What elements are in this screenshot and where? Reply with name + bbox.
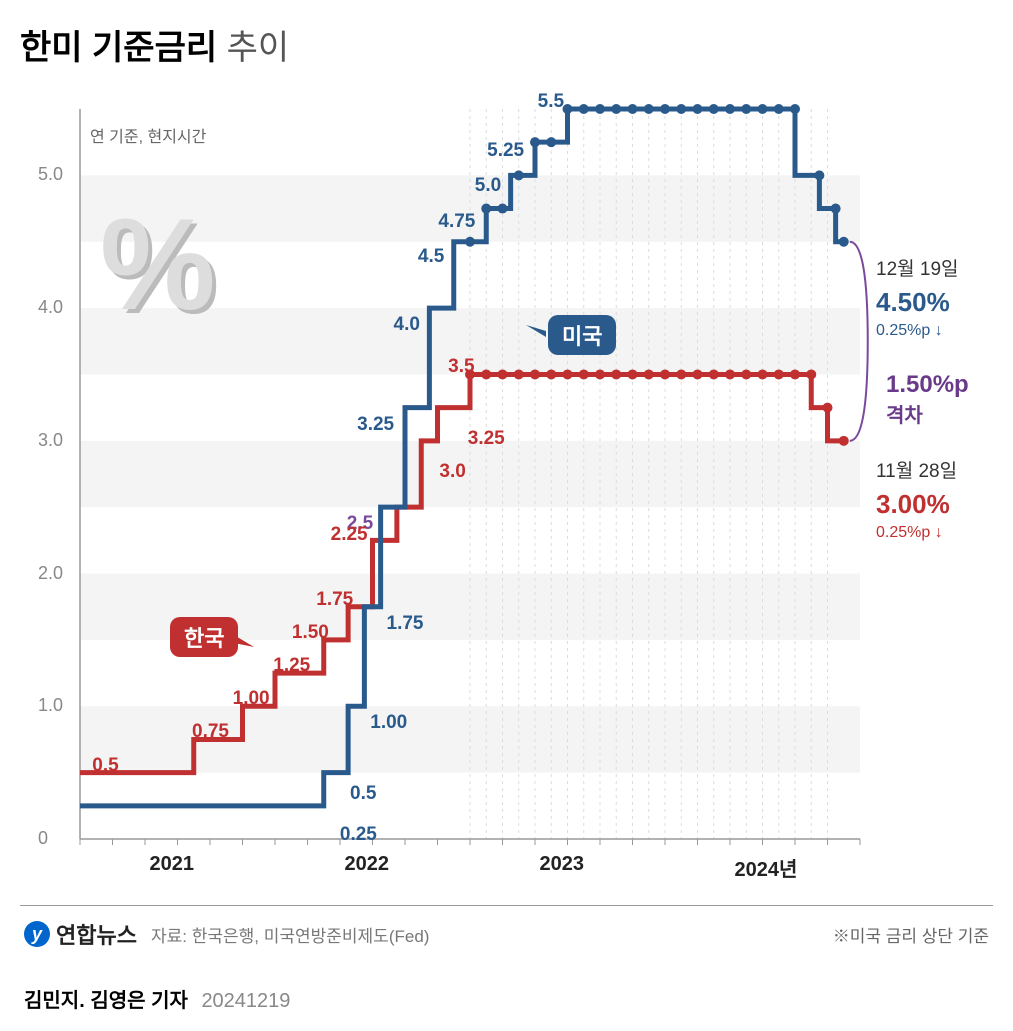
- chart-subtitle: 연 기준, 현지시간: [90, 123, 206, 147]
- footer-note: ※미국 금리 상단 기준: [833, 922, 989, 947]
- value-label: 5.25: [487, 140, 524, 162]
- chart-area: 연 기준, 현지시간 % 0 1.0 2.0 3.0 4.0 5.0 2021 2022 202…: [20, 79, 990, 899]
- value-label: 3.25: [357, 414, 394, 436]
- value-label: 1.25: [273, 655, 310, 677]
- value-label: 5.0: [475, 175, 501, 197]
- value-label: 3.0: [439, 461, 465, 483]
- title-bold: 한미 기준금리: [20, 29, 217, 67]
- x-year-label: 2023: [540, 853, 585, 876]
- value-label: 5.5: [538, 91, 564, 113]
- value-label: 1.00: [370, 712, 407, 734]
- callout-us: 12월 19일4.50%0.25%p ↓: [876, 257, 959, 342]
- x-year-label: 2024년: [735, 853, 798, 882]
- y-tick-label: 3.0: [38, 430, 63, 451]
- y-tick-label: 1.0: [38, 695, 63, 716]
- title-light: 추이: [227, 29, 290, 67]
- value-label: 2.25: [331, 524, 368, 546]
- percent-decoration: %: [100, 189, 216, 339]
- value-label: 0.5: [350, 783, 376, 805]
- byline-names: 김민지. 김영은 기자: [24, 990, 188, 1012]
- value-label: 0.5: [92, 755, 118, 777]
- y-tick-label: 2.0: [38, 563, 63, 584]
- y-tick-label: 4.0: [38, 297, 63, 318]
- byline-date: 20241219: [201, 990, 290, 1012]
- y-tick-label: 0: [38, 828, 48, 849]
- value-label: 0.75: [192, 721, 229, 743]
- value-label: 3.5: [448, 356, 474, 378]
- value-label: 1.75: [387, 613, 424, 635]
- chart-footer: y 연합뉴스 자료: 한국은행, 미국연방준비제도(Fed) ※미국 금리 상단…: [20, 905, 993, 956]
- chart-title: 한미 기준금리 추이: [20, 20, 993, 69]
- y-tick-label: 5.0: [38, 164, 63, 185]
- value-label: 1.50: [292, 622, 329, 644]
- value-label: 1.75: [316, 589, 353, 611]
- x-year-label: 2022: [345, 853, 390, 876]
- source-logo: y 연합뉴스: [24, 918, 137, 950]
- value-label: 3.25: [468, 428, 505, 450]
- series-badge-us: 미국: [548, 315, 616, 355]
- source-text: 자료: 한국은행, 미국연방준비제도(Fed): [151, 922, 429, 947]
- logo-text: 연합뉴스: [56, 918, 137, 950]
- value-label: 1.00: [233, 688, 270, 710]
- gap-label: 1.50%p격차: [886, 371, 969, 428]
- value-label: 4.75: [438, 211, 475, 233]
- logo-icon: y: [24, 921, 50, 947]
- x-year-label: 2021: [150, 853, 195, 876]
- series-badge-kr: 한국: [170, 617, 238, 657]
- byline: 김민지. 김영은 기자 20241219: [0, 966, 1013, 1031]
- value-label: 4.0: [394, 314, 420, 336]
- value-label: 4.5: [418, 246, 444, 268]
- callout-kr: 11월 28일3.00%0.25%p ↓: [876, 459, 957, 544]
- value-label: 0.25: [340, 824, 377, 846]
